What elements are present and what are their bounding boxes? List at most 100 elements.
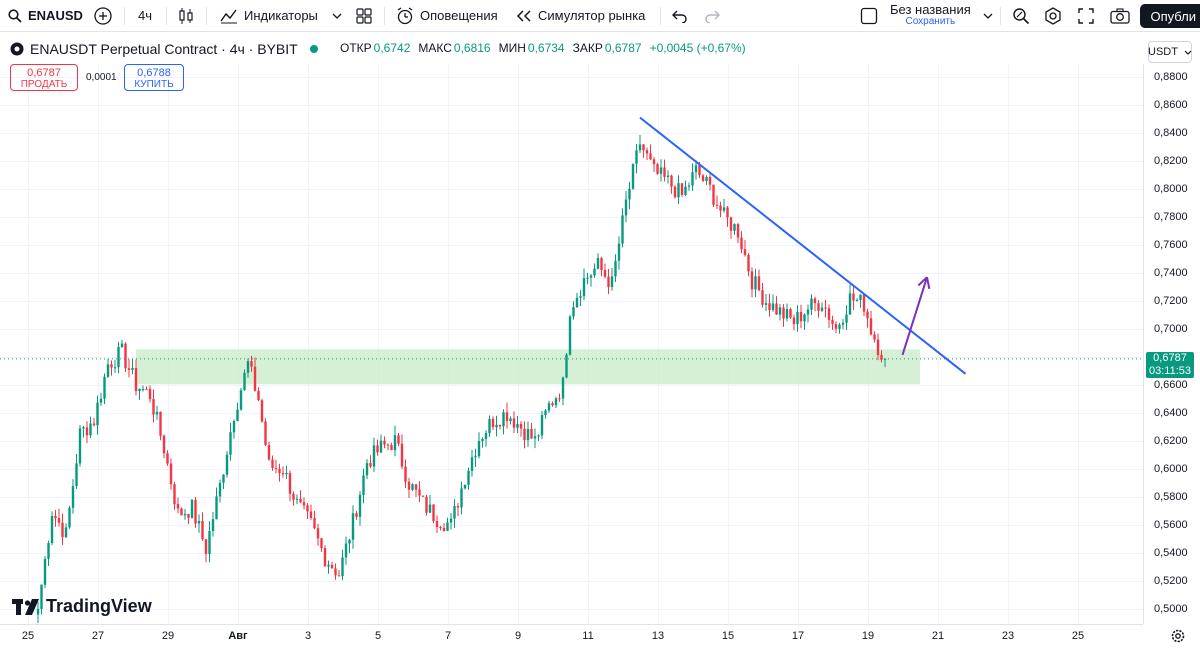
last-price-value: 0,6787: [1153, 352, 1187, 364]
sell-button[interactable]: 0,6787 ПРОДАТЬ: [10, 64, 78, 91]
candle-body: [610, 276, 614, 288]
y-tick-label: 0,8800: [1154, 71, 1188, 83]
candle-body: [194, 499, 197, 524]
indicators-button[interactable]: Индикаторы: [220, 0, 342, 31]
candle-body: [148, 388, 152, 400]
candle-body: [505, 412, 509, 422]
candle-body: [159, 411, 162, 436]
currency-selector[interactable]: USDT: [1148, 41, 1192, 63]
candle-body: [547, 403, 551, 411]
candle-body: [460, 488, 463, 508]
candle-body: [208, 531, 211, 554]
candle-body: [785, 309, 789, 319]
fullscreen-button[interactable]: [1078, 0, 1094, 31]
change-value: +0,0045 (+0,67%): [649, 41, 746, 55]
publish-button[interactable]: Опубли: [1140, 4, 1200, 28]
interval-button[interactable]: 4ч: [138, 8, 153, 23]
low-label: МИН: [498, 41, 526, 55]
candle-body: [883, 358, 887, 360]
layout-menu[interactable]: Без названия Сохранить: [860, 0, 993, 31]
candle-body: [799, 312, 803, 322]
chart-settings-button[interactable]: [1170, 628, 1186, 649]
undo-button[interactable]: [672, 0, 688, 31]
save-label[interactable]: Сохранить: [905, 15, 956, 27]
candle-body: [106, 364, 110, 377]
candle-body: [190, 499, 194, 518]
candle-body: [687, 185, 691, 187]
camera-icon: [1110, 7, 1130, 24]
buy-button[interactable]: 0,6788 КУПИТЬ: [124, 64, 184, 91]
trendline[interactable]: [639, 116, 967, 375]
candle-body: [260, 400, 264, 422]
tradingview-logo[interactable]: TradingView: [12, 596, 152, 617]
candle-body: [414, 484, 418, 490]
zoom-button[interactable]: [1012, 0, 1030, 31]
candle-body: [789, 309, 792, 318]
candle-body: [778, 307, 782, 315]
candle-body: [152, 399, 155, 415]
candle-body: [327, 564, 330, 567]
ohlc-values: ОТКР 0,6742 МАКС 0,6816 МИН 0,6734 ЗАКР 0,67…: [340, 41, 752, 55]
symbol-label: ENAUSD: [28, 8, 83, 23]
candle-body: [614, 260, 617, 277]
y-tick-label: 0,8000: [1154, 183, 1188, 195]
alerts-button[interactable]: Оповещения: [396, 0, 498, 31]
candle-body: [393, 435, 397, 451]
candle-body: [372, 445, 376, 467]
candle-body: [386, 444, 390, 446]
y-tick-label: 0,7400: [1154, 267, 1188, 279]
candle-body: [201, 520, 204, 540]
candle-body: [565, 354, 568, 378]
candle-body: [96, 402, 99, 426]
support-zone[interactable]: [136, 349, 920, 385]
candle-body: [484, 433, 488, 439]
candle-body: [271, 459, 274, 468]
candle-body: [537, 435, 540, 437]
replay-button[interactable]: Симулятор рынка: [516, 0, 645, 31]
chart-type-button[interactable]: [178, 0, 194, 31]
candle-body: [624, 199, 628, 216]
candle-body: [78, 428, 82, 464]
candle-body: [264, 421, 267, 445]
redo-button[interactable]: [704, 0, 720, 31]
alert-icon: [396, 6, 414, 25]
candle-body: [652, 159, 656, 165]
candle-body: [71, 486, 75, 508]
candle-body: [677, 183, 680, 198]
candle-body: [61, 522, 64, 538]
add-symbol-button[interactable]: [94, 0, 112, 31]
candle-body: [54, 516, 57, 519]
high-label: МАКС: [418, 41, 452, 55]
candle-body: [120, 343, 124, 347]
y-tick-label: 0,7000: [1154, 323, 1188, 335]
candle-body: [103, 376, 106, 399]
x-tick-label: 3: [304, 630, 312, 642]
candle-body: [638, 144, 642, 151]
open-label: ОТКР: [340, 41, 372, 55]
candle-body: [180, 508, 183, 516]
candle-body: [607, 276, 610, 288]
candle-body: [813, 298, 817, 304]
candle-body: [131, 368, 134, 370]
candle-body: [390, 445, 393, 451]
snapshot-button[interactable]: [1110, 0, 1130, 31]
candle-body: [337, 575, 341, 577]
candle-body: [229, 432, 232, 455]
arrow-drawing[interactable]: [901, 276, 931, 356]
candle-body: [600, 258, 603, 270]
candle-body: [558, 398, 561, 400]
candle-body: [736, 224, 740, 238]
top-toolbar: ENAUSD 4ч Индикаторы Оповещения: [0, 0, 1200, 32]
settings-button[interactable]: [1044, 0, 1062, 31]
zoom-icon: [1012, 7, 1030, 25]
legend-title: ENAUSDT Perpetual Contract · 4ч · BYBIT: [30, 41, 298, 57]
candle-body: [351, 513, 355, 540]
candle-body: [488, 418, 491, 434]
symbol-legend[interactable]: ENAUSDT Perpetual Contract · 4ч · BYBIT: [10, 40, 318, 58]
candle-body: [512, 418, 516, 428]
symbol-search[interactable]: ENAUSD: [8, 0, 83, 31]
templates-button[interactable]: [356, 0, 372, 31]
y-tick-label: 0,5200: [1154, 575, 1188, 587]
candle-body: [642, 144, 645, 151]
